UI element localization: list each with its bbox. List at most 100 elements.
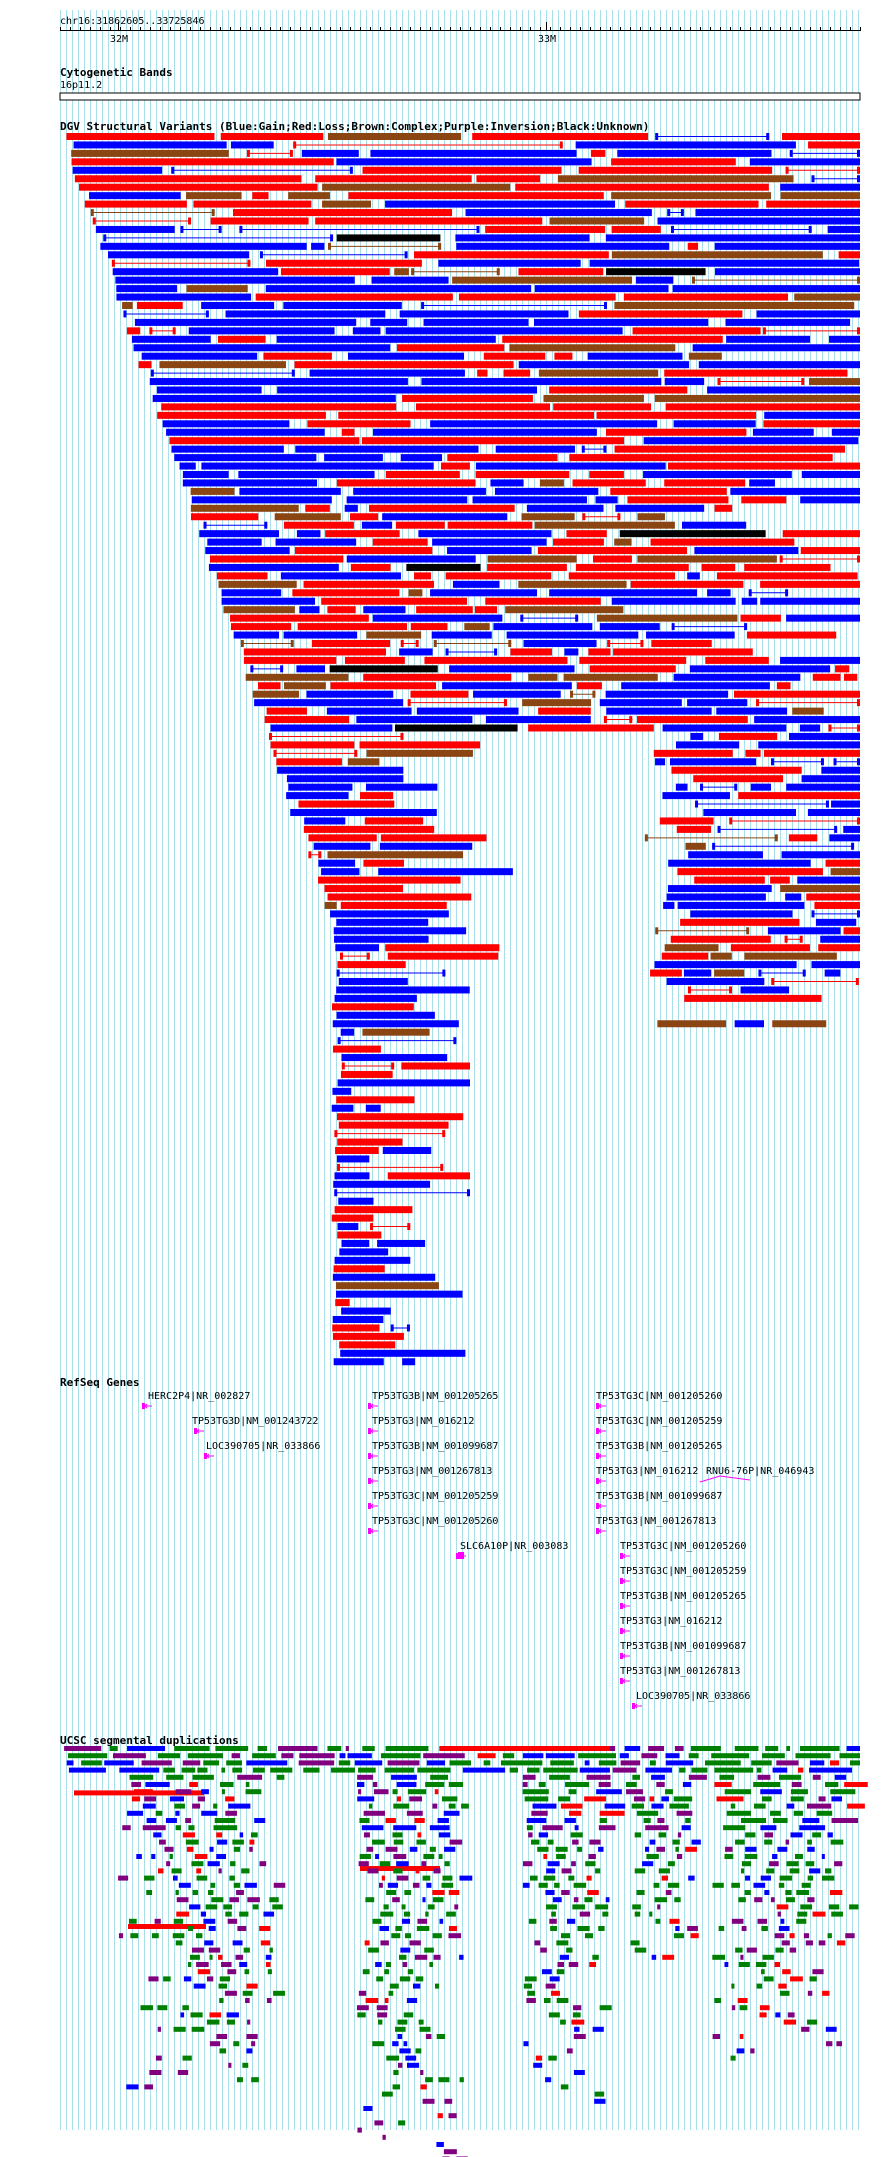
segdup-feature [393, 2070, 399, 2075]
gene-label[interactable]: HERC2P4|NR_002827 [148, 1391, 251, 1402]
structural-variant [472, 133, 649, 140]
segdup-feature [691, 1767, 708, 1773]
segdup-feature [834, 1774, 847, 1780]
structural-variant [365, 783, 438, 791]
segdup-feature [674, 1746, 684, 1751]
segdup-feature [730, 1803, 736, 1809]
segdup-feature [259, 1861, 267, 1867]
gene-strand-arrow [622, 1553, 626, 1559]
segdup-feature [645, 1825, 669, 1831]
segdup-feature [737, 1998, 748, 2003]
structural-variant [464, 623, 490, 631]
structural-variant [324, 901, 337, 909]
segdup-feature [595, 1868, 601, 1874]
structural-variant [680, 209, 684, 217]
segdup-feature [573, 1897, 579, 1903]
segdup-feature [598, 1825, 616, 1831]
gene-label[interactable]: SLC6A10P|NR_003083 [460, 1541, 569, 1552]
segdup-feature [218, 1868, 222, 1874]
gene-label[interactable]: TP53TG3B|NM_001205265 [372, 1391, 499, 1402]
structural-variant [729, 817, 733, 825]
gene-label[interactable]: TP53TG3B|NM_001099687 [620, 1641, 747, 1652]
structural-variant [340, 901, 447, 909]
segdup-feature [403, 2041, 408, 2047]
structural-variant [445, 648, 449, 656]
segdup-feature [801, 2026, 810, 2032]
segdup-feature [673, 1933, 684, 1939]
gene-exon [620, 1678, 623, 1684]
segdup-feature [807, 1990, 813, 1996]
gene-label[interactable]: TP53TG3C|NM_001205260 [620, 1541, 747, 1552]
structural-variant [321, 868, 360, 876]
gene-label[interactable]: TP53TG3C|NM_001205259 [372, 1491, 499, 1502]
structural-variant [335, 1282, 439, 1290]
segdup-feature [523, 1983, 532, 1989]
gene-label[interactable]: TP53TG3|NM_001267813 [372, 1466, 493, 1477]
structural-variant [844, 673, 858, 681]
structural-variant [619, 530, 766, 538]
segdup-feature [533, 2062, 543, 2068]
gene-strand-arrow [598, 1528, 602, 1534]
segdup-feature [779, 1774, 802, 1780]
segdup-feature [584, 1933, 593, 1939]
segdup-feature [573, 2070, 585, 2075]
gene-label[interactable]: TP53TG3C|NM_001205260 [596, 1391, 723, 1402]
structural-variant [476, 225, 480, 233]
gene-label[interactable]: TP53TG3C|NM_001205259 [620, 1566, 747, 1577]
segdup-feature [825, 1868, 832, 1874]
gene-label[interactable]: TP53TG3|NM_001267813 [620, 1666, 741, 1677]
structural-variant [433, 640, 437, 647]
segdup-feature [786, 1746, 790, 1751]
gene-label[interactable]: TP53TG3|NM_016212 [596, 1466, 699, 1477]
segdup-feature [624, 1746, 641, 1751]
structural-variant [264, 521, 268, 529]
segdup-feature [690, 1746, 721, 1751]
gene-label[interactable]: TP53TG3|NM_016212 [620, 1616, 723, 1627]
segdup-feature [595, 1904, 609, 1910]
segdup-feature [745, 1832, 756, 1838]
structural-variant [380, 834, 487, 842]
segdup-feature [118, 1875, 129, 1881]
gene-label[interactable]: TP53TG3D|NM_001243722 [192, 1416, 319, 1427]
segdup-feature [213, 1825, 238, 1831]
segdup-feature [651, 1954, 657, 1960]
segdup-feature [561, 1868, 572, 1874]
gene-label[interactable]: TP53TG3C|NM_001205260 [372, 1516, 499, 1527]
segdup-feature [785, 1897, 795, 1903]
gene-label[interactable]: TP53TG3B|NM_001205265 [620, 1591, 747, 1602]
gene-label[interactable]: LOC390705|NR_033866 [636, 1691, 751, 1702]
structural-variant [325, 530, 400, 538]
segdup-feature [438, 1832, 451, 1838]
gene-label[interactable]: TP53TG3B|NM_001099687 [596, 1491, 723, 1502]
structural-variant [716, 707, 788, 715]
structural-variant [258, 682, 281, 690]
gene-exon [194, 1428, 197, 1434]
structural-variant [458, 293, 616, 301]
segdup-feature [586, 1875, 592, 1881]
structural-variant [296, 530, 321, 538]
structural-variant [411, 268, 415, 276]
structural-variant [592, 690, 596, 698]
segdup-feature [571, 2019, 585, 2025]
segdup-feature [760, 1875, 771, 1881]
segdup-feature [204, 1940, 214, 1946]
segdup-feature [745, 1846, 757, 1852]
gene-label[interactable]: TP53TG3B|NM_001205265 [596, 1441, 723, 1452]
segdup-feature [789, 1947, 797, 1953]
segdup-feature [592, 2026, 604, 2032]
gene-label[interactable]: LOC390705|NR_033866 [206, 1441, 321, 1452]
structural-variant [553, 403, 652, 411]
gene-label[interactable]: TP53TG3B|NM_001099687 [372, 1441, 499, 1452]
structural-variant [703, 809, 797, 816]
structural-variant [611, 251, 823, 259]
structural-variant [746, 927, 750, 935]
segdup-feature [605, 1897, 610, 1903]
segdup-feature [448, 1782, 464, 1787]
segdup-feature [417, 1767, 451, 1773]
gene-label[interactable]: TP53TG3|NM_016212 [372, 1416, 475, 1427]
segdup-feature [372, 1839, 385, 1845]
gene-label[interactable]: RNU6-76P|NR_046943 [706, 1466, 815, 1477]
segdup-feature [807, 1897, 815, 1903]
gene-label[interactable]: TP53TG3|NM_001267813 [596, 1516, 717, 1527]
gene-label[interactable]: TP53TG3C|NM_001205259 [596, 1416, 723, 1427]
